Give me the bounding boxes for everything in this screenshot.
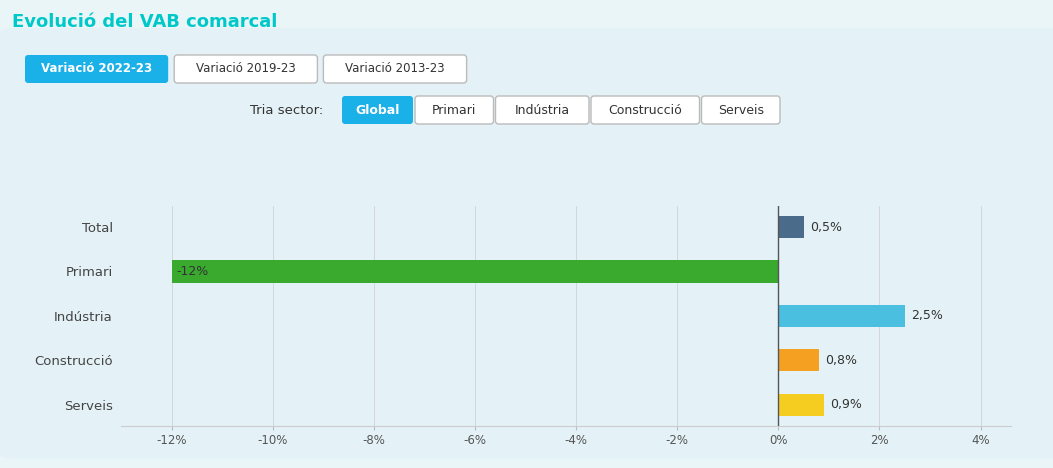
Text: 2,5%: 2,5% <box>911 309 942 322</box>
Text: Evolució del VAB comarcal: Evolució del VAB comarcal <box>12 13 277 31</box>
Text: Global: Global <box>355 103 400 117</box>
FancyBboxPatch shape <box>591 96 699 124</box>
FancyBboxPatch shape <box>25 55 168 83</box>
Text: 0,8%: 0,8% <box>824 354 857 367</box>
Text: Serveis: Serveis <box>718 103 763 117</box>
FancyBboxPatch shape <box>342 96 413 124</box>
Bar <box>172 260 778 283</box>
Bar <box>778 305 905 327</box>
Text: Primari: Primari <box>432 103 476 117</box>
FancyBboxPatch shape <box>415 96 494 124</box>
FancyBboxPatch shape <box>174 55 317 83</box>
Text: Variació 2019-23: Variació 2019-23 <box>196 63 296 75</box>
Text: Indústria: Indústria <box>515 103 570 117</box>
Bar <box>778 349 819 372</box>
Text: Variació 2013-23: Variació 2013-23 <box>345 63 444 75</box>
Text: Construcció: Construcció <box>609 103 682 117</box>
Bar <box>778 216 803 238</box>
Text: 0,5%: 0,5% <box>810 220 841 234</box>
FancyBboxPatch shape <box>323 55 466 83</box>
Text: Variació 2022-23: Variació 2022-23 <box>41 63 153 75</box>
Bar <box>778 394 823 416</box>
Text: Tria sector:: Tria sector: <box>250 103 323 117</box>
FancyBboxPatch shape <box>496 96 589 124</box>
FancyBboxPatch shape <box>701 96 780 124</box>
Text: -12%: -12% <box>177 265 208 278</box>
Text: 0,9%: 0,9% <box>830 398 861 411</box>
